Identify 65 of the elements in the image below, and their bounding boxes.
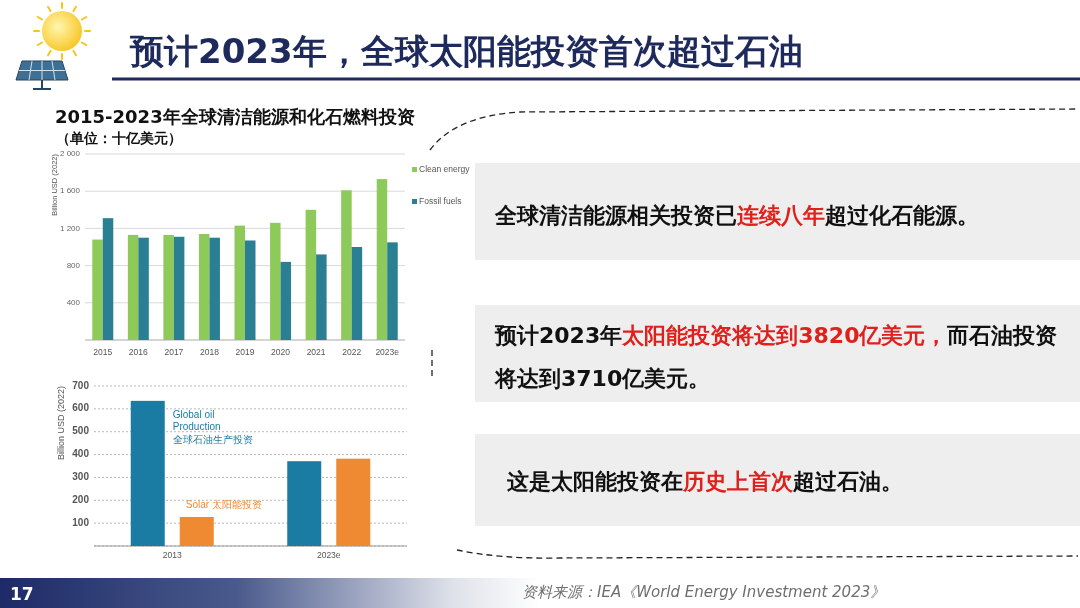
bar: [341, 190, 352, 340]
bar: [102, 218, 114, 340]
y-tick-label: 800: [66, 260, 81, 270]
y-tick-label: 200: [72, 493, 90, 505]
y-axis-title: Billion USD (2022): [56, 386, 66, 461]
bar: [351, 247, 363, 340]
bar: [280, 261, 292, 340]
x-tick-label: 2022: [342, 347, 362, 357]
x-tick-label: 2019: [235, 347, 255, 357]
series-label: Solar 太阳能投资: [185, 498, 262, 510]
bar: [316, 254, 327, 340]
y-tick-label: 500: [72, 425, 90, 437]
bar: [305, 209, 317, 340]
x-tick-label: 2023e: [316, 550, 341, 560]
bar: [387, 242, 398, 340]
y-tick-label: 1 600: [59, 186, 81, 196]
x-tick-label: 2016: [128, 347, 149, 357]
text: 预计2023年: [494, 323, 623, 348]
bar: [376, 179, 388, 340]
bar: [92, 239, 103, 340]
bar: [163, 234, 174, 340]
y-tick-label: 100: [72, 516, 90, 528]
text: 这是太阳能投资在: [507, 469, 683, 494]
bar: [336, 458, 371, 546]
y-tick-label: 400: [66, 297, 81, 307]
y-tick-label: 300: [72, 471, 90, 483]
x-tick-label: 2013: [162, 550, 182, 560]
x-tick-label: 2018: [199, 347, 220, 357]
x-tick-label: 2015: [93, 347, 113, 357]
x-tick-label: 2017: [164, 347, 184, 357]
bar: [173, 236, 185, 340]
text: 预计2023年，全球太阳能投资首次超过石油: [129, 31, 803, 71]
text: 17: [10, 584, 34, 604]
bar: [234, 225, 245, 340]
text: 超过化石能源。: [824, 203, 979, 228]
y-tick-label: 400: [72, 448, 90, 460]
text: 而石油投资: [946, 323, 1058, 348]
x-tick-label: 2021: [306, 347, 326, 357]
bar: [130, 400, 165, 546]
y-tick-label: 700: [72, 379, 90, 391]
bar: [138, 237, 149, 340]
text: 太阳能投资将达到3820亿美元，: [621, 323, 948, 348]
y-tick-label: 600: [72, 402, 90, 414]
legend-label: Clean energy: [419, 164, 471, 175]
y-tick-label: 1 200: [59, 223, 81, 233]
bar: [127, 234, 139, 340]
text: 超过石油。: [792, 469, 903, 494]
series-label: Global oil Production 全球石油生产投资: [172, 408, 253, 445]
bar: [179, 516, 214, 546]
bar: [245, 240, 256, 340]
text: 历史上首次: [682, 469, 794, 494]
bar: [209, 237, 220, 340]
chart-title: 2015-2023年全球清洁能源和化石燃料投资: [55, 106, 415, 127]
bar: [198, 233, 210, 340]
y-tick-label: 2 000: [59, 149, 81, 159]
chart-subtitle: （单位：十亿美元）: [56, 130, 182, 146]
text: 资料来源：IEA《World Energy Investment 2023》: [522, 583, 886, 601]
bar: [270, 222, 281, 340]
text: 将达到3710亿美元。: [494, 366, 711, 391]
bar: [287, 461, 322, 546]
x-tick-label: 2023e: [375, 347, 400, 357]
text: 连续八年: [736, 203, 825, 228]
legend-label: Fossil fuels: [419, 196, 462, 207]
text: 全球清洁能源相关投资已: [494, 203, 737, 228]
x-tick-label: 2020: [271, 347, 291, 357]
